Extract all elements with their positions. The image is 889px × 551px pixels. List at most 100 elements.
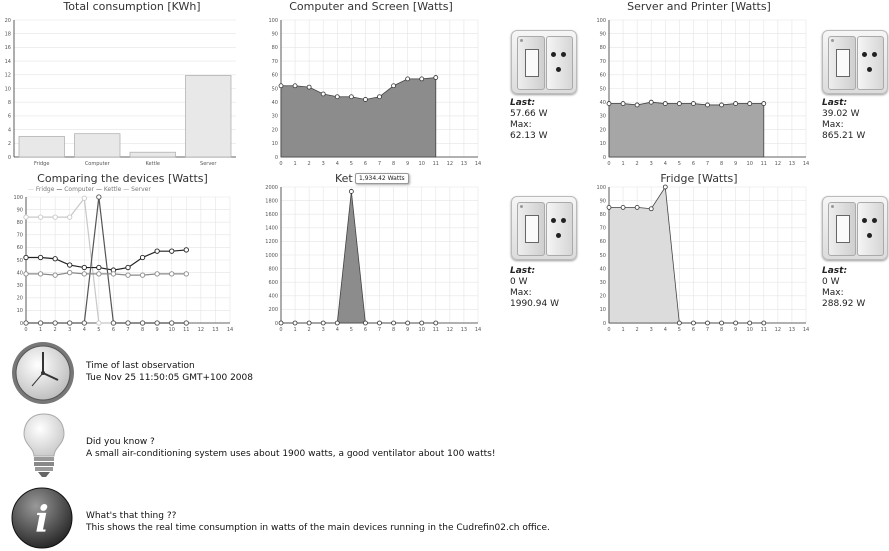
area-fill — [608, 101, 765, 158]
y-tick-label: 60 — [17, 245, 23, 251]
data-point — [747, 101, 753, 106]
data-point — [52, 214, 58, 220]
y-tick-label: 0 — [275, 155, 278, 161]
y-tick-label: 20 — [17, 296, 23, 302]
y-tick-label: 60 — [600, 239, 606, 245]
data-point — [139, 272, 146, 278]
max-label: Max: — [510, 288, 532, 298]
x-tick-label: 3 — [68, 327, 71, 333]
data-point — [23, 320, 29, 326]
data-point — [377, 94, 382, 100]
x-tick-label: 13 — [789, 161, 795, 167]
max-label: Max: — [822, 288, 844, 298]
y-tick-label: 40 — [600, 100, 606, 106]
compare-chart: Comparing the devices [Watts] — Fridge —… — [0, 172, 245, 337]
data-point — [139, 254, 146, 261]
y-tick-label: 20 — [5, 18, 11, 24]
data-point — [125, 320, 131, 326]
last-value: 57.66 W — [510, 109, 548, 119]
x-tick-label: 13 — [461, 327, 467, 333]
y-tick-label: 30 — [600, 280, 606, 286]
x-tick-label: 10 — [419, 161, 425, 167]
x-tick-label: 2 — [308, 161, 311, 167]
data-point — [278, 320, 284, 326]
data-point — [320, 91, 326, 97]
y-tick-label: 30 — [600, 114, 606, 120]
y-tick-label: 4 — [8, 127, 11, 133]
y-tick-label: 20 — [600, 127, 606, 133]
x-tick-label: 7 — [706, 161, 709, 167]
time-info: Time of last observation Tue Nov 25 11:5… — [86, 360, 253, 384]
y-tick-label: 20 — [600, 294, 606, 300]
data-point — [37, 320, 44, 326]
area-fill — [280, 77, 437, 158]
x-tick-label: 6 — [112, 327, 115, 333]
server-stats: Last: 39.02 W Max: 865.21 W — [822, 98, 865, 142]
total-consumption-chart: Total consumption [KWh] 0 2 4 6 8 10 12 14 16 18 2… — [0, 0, 245, 172]
y-tick-label: 1800 — [265, 198, 278, 204]
tip-title: Did you know ? — [86, 437, 155, 447]
info-icon: i — [11, 487, 73, 549]
x-tick-label: 4 — [83, 327, 86, 333]
time-value: Tue Nov 25 11:50:05 GMT+100 2008 — [86, 373, 253, 383]
data-point — [154, 271, 160, 277]
x-tick-label: 11 — [433, 161, 439, 167]
data-point — [405, 320, 411, 326]
x-tick-label: 4 — [336, 161, 339, 167]
data-point — [705, 320, 710, 326]
max-value: 865.21 W — [822, 131, 866, 141]
about-info: What's that thing ?? This shows the real… — [86, 510, 550, 534]
tip-info: Did you know ? A small air-conditioning … — [86, 436, 495, 460]
data-point — [691, 320, 696, 326]
category-label: Fridge — [34, 161, 49, 167]
bar — [74, 133, 121, 158]
y-tick-label: 6 — [8, 114, 11, 120]
data-point — [733, 320, 739, 326]
category-label: Server — [200, 161, 217, 167]
y-tick-label: 70 — [600, 226, 606, 232]
data-point — [676, 101, 682, 106]
x-tick-label: 8 — [720, 161, 723, 167]
data-point — [433, 320, 439, 326]
y-tick-label: 100 — [268, 18, 278, 24]
data-point — [334, 320, 340, 326]
x-tick-label: 11 — [433, 327, 439, 333]
about-title: What's that thing ?? — [86, 511, 177, 521]
y-tick-label: 40 — [600, 266, 606, 272]
x-tick-label: 0 — [24, 327, 27, 333]
y-tick-label: 60 — [600, 73, 606, 79]
y-tick-label: 0 — [275, 321, 278, 327]
x-tick-label: 4 — [664, 327, 667, 333]
category-label: Computer — [85, 161, 111, 167]
y-tick-label: 10 — [5, 86, 11, 92]
x-tick-label: 6 — [364, 327, 367, 333]
data-point — [96, 264, 102, 271]
x-tick-label: 5 — [97, 327, 100, 333]
y-tick-label: 0 — [603, 155, 606, 161]
x-tick-label: 9 — [156, 327, 159, 333]
data-point — [391, 320, 396, 326]
x-tick-label: 0 — [607, 161, 610, 167]
data-point — [705, 102, 710, 108]
x-tick-label: 0 — [279, 161, 282, 167]
data-point — [761, 320, 767, 326]
x-tick-label: 9 — [406, 161, 409, 167]
data-point — [292, 320, 298, 326]
y-tick-label: 80 — [600, 212, 606, 218]
y-tick-label: 70 — [600, 59, 606, 65]
x-tick-label: 6 — [692, 161, 695, 167]
data-point — [110, 271, 117, 277]
y-tick-label: 100 — [596, 18, 606, 24]
x-tick-label: 5 — [350, 327, 353, 333]
last-value: 0 W — [510, 277, 528, 287]
x-tick-label: 8 — [720, 327, 723, 333]
data-point — [334, 94, 340, 100]
y-tick-label: 80 — [272, 45, 278, 51]
data-point — [23, 271, 29, 277]
about-text: This shows the real time consumption in … — [86, 523, 550, 533]
chart-title: Ket — [335, 172, 353, 185]
y-tick-label: 100 — [596, 185, 606, 191]
data-point — [620, 205, 626, 210]
x-tick-label: 6 — [692, 327, 695, 333]
chart-legend: — Fridge — Computer — Kettle — Server — [28, 186, 151, 193]
